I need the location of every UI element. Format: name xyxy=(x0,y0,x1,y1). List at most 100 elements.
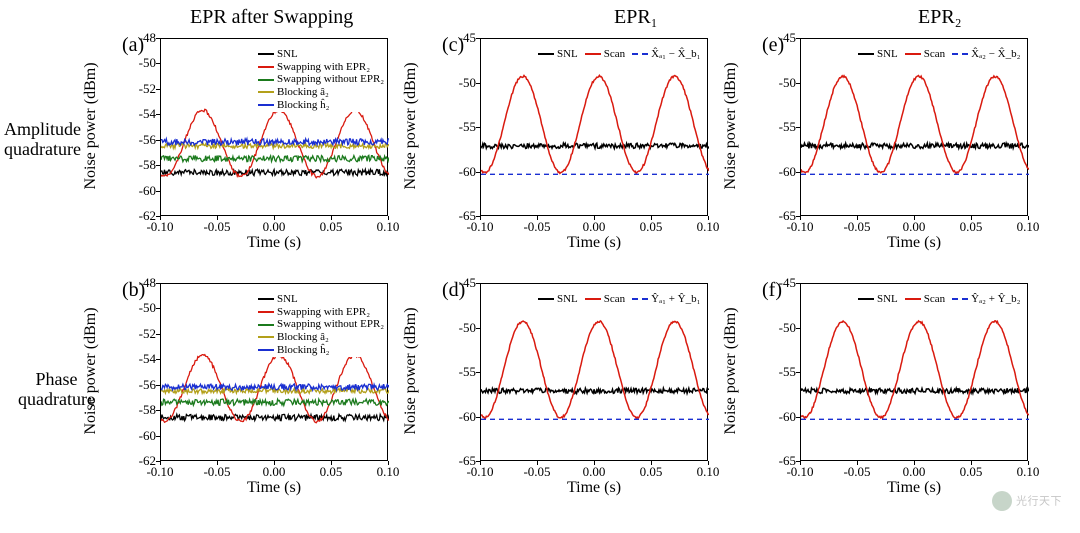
ytick-e--60: -60 xyxy=(770,164,796,180)
figure-container: AmplitudequadraturePhasequadrature EPR a… xyxy=(0,0,1080,533)
ytick-b--56: -56 xyxy=(130,377,156,393)
legend-item: Blocking â₂ xyxy=(258,86,384,99)
legend-item: SNL xyxy=(858,293,898,306)
legend-item: Swapping without EPR₂ xyxy=(258,318,384,331)
ytick-e--50: -50 xyxy=(770,75,796,91)
legend-item: Swapping with EPR₂ xyxy=(258,61,384,74)
legend-item: SNL xyxy=(538,293,578,306)
ytick-c--55: -55 xyxy=(450,119,476,135)
xtick-a--0.05: -0.05 xyxy=(197,219,237,235)
xtick-d--0.1: -0.10 xyxy=(460,464,500,480)
xlabel-e: Time (s) xyxy=(800,234,1028,252)
legend-f: SNLScanŶₐ₂ + Ŷ_b₂ xyxy=(856,292,1022,307)
legend-item: Scan xyxy=(905,293,945,306)
xlabel-d: Time (s) xyxy=(480,479,708,497)
legend-item: SNL xyxy=(538,48,578,61)
xtick-e--0.05: -0.05 xyxy=(837,219,877,235)
ytick-e--55: -55 xyxy=(770,119,796,135)
ytick-a--60: -60 xyxy=(130,183,156,199)
ytick-d--45: -45 xyxy=(450,275,476,291)
xtick-f-0.1: 0.10 xyxy=(1008,464,1048,480)
xtick-f--0.1: -0.10 xyxy=(780,464,820,480)
plot-svg-f xyxy=(801,284,1029,462)
xtick-a-0: 0.00 xyxy=(254,219,294,235)
ytick-b--60: -60 xyxy=(130,428,156,444)
xtick-f--0.05: -0.05 xyxy=(837,464,877,480)
legend-e: SNLScanX̂ₐ₂ − X̂_b₂ xyxy=(856,47,1022,62)
xtick-b--0.1: -0.10 xyxy=(140,464,180,480)
xtick-c--0.1: -0.10 xyxy=(460,219,500,235)
xlabel-b: Time (s) xyxy=(160,479,388,497)
ytick-c--60: -60 xyxy=(450,164,476,180)
legend-item: Ŷₐ₁ + Ŷ_b₁ xyxy=(632,293,700,306)
plot-svg-d xyxy=(481,284,709,462)
legend-item: Blocking ĥ₂ xyxy=(258,344,384,357)
xtick-c-0.05: 0.05 xyxy=(631,219,671,235)
legend-item: X̂ₐ₁ − X̂_b₁ xyxy=(632,48,700,61)
legend-item: Blocking ĥ₂ xyxy=(258,99,384,112)
legend-item: Blocking â₂ xyxy=(258,331,384,344)
col-title-0: EPR after Swapping xyxy=(190,6,353,29)
panel-f: (f)-65-60-55-50-45-0.10-0.050.000.050.10… xyxy=(750,275,1040,495)
ytick-b--48: -48 xyxy=(130,275,156,291)
panel-a: (a)-62-60-58-56-54-52-50-48-0.10-0.050.0… xyxy=(110,30,400,250)
ytick-c--45: -45 xyxy=(450,30,476,46)
legend-a: SNLSwapping with EPR₂Swapping without EP… xyxy=(256,47,386,112)
plot-area-c xyxy=(480,38,708,216)
ytick-d--55: -55 xyxy=(450,364,476,380)
xtick-c-0.1: 0.10 xyxy=(688,219,728,235)
legend-item: X̂ₐ₂ − X̂_b₂ xyxy=(952,48,1020,61)
plot-area-f xyxy=(800,283,1028,461)
panel-b: (b)-62-60-58-56-54-52-50-48-0.10-0.050.0… xyxy=(110,275,400,495)
ytick-a--48: -48 xyxy=(130,30,156,46)
xtick-e-0: 0.00 xyxy=(894,219,934,235)
row-label-0: Amplitudequadrature xyxy=(4,120,81,160)
ytick-b--54: -54 xyxy=(130,351,156,367)
xtick-a--0.1: -0.10 xyxy=(140,219,180,235)
legend-item: Scan xyxy=(585,293,625,306)
ytick-b--58: -58 xyxy=(130,402,156,418)
legend-item: Swapping with EPR₂ xyxy=(258,306,384,319)
xtick-d--0.05: -0.05 xyxy=(517,464,557,480)
legend-d: SNL Scan Ŷₐ₁ + Ŷ_b₁ xyxy=(536,292,702,307)
plot-area-d xyxy=(480,283,708,461)
ytick-f--55: -55 xyxy=(770,364,796,380)
xlabel-c: Time (s) xyxy=(480,234,708,252)
ytick-e--45: -45 xyxy=(770,30,796,46)
ytick-a--52: -52 xyxy=(130,81,156,97)
panel-c: (c)-65-60-55-50-45-0.10-0.050.000.050.10… xyxy=(430,30,720,250)
xtick-c-0: 0.00 xyxy=(574,219,614,235)
panel-d: (d)-65-60-55-50-45-0.10-0.050.000.050.10… xyxy=(430,275,720,495)
xtick-f-0: 0.00 xyxy=(894,464,934,480)
xtick-a-0.05: 0.05 xyxy=(311,219,351,235)
xtick-a-0.1: 0.10 xyxy=(368,219,408,235)
ytick-a--56: -56 xyxy=(130,132,156,148)
ytick-a--50: -50 xyxy=(130,55,156,71)
xtick-e-0.05: 0.05 xyxy=(951,219,991,235)
plot-svg-c xyxy=(481,39,709,217)
xtick-c--0.05: -0.05 xyxy=(517,219,557,235)
ytick-d--60: -60 xyxy=(450,409,476,425)
xtick-b-0.05: 0.05 xyxy=(311,464,351,480)
xtick-d-0.05: 0.05 xyxy=(631,464,671,480)
ytick-c--50: -50 xyxy=(450,75,476,91)
xtick-b-0.1: 0.10 xyxy=(368,464,408,480)
ylabel-a: Noise power (dBm) xyxy=(82,37,100,215)
xtick-e--0.1: -0.10 xyxy=(780,219,820,235)
xtick-d-0: 0.00 xyxy=(574,464,614,480)
ytick-b--52: -52 xyxy=(130,326,156,342)
ytick-f--50: -50 xyxy=(770,320,796,336)
legend-item: SNL xyxy=(258,293,384,306)
ytick-a--58: -58 xyxy=(130,157,156,173)
xtick-b--0.05: -0.05 xyxy=(197,464,237,480)
ytick-f--60: -60 xyxy=(770,409,796,425)
legend-item: Swapping without EPR₂ xyxy=(258,73,384,86)
xtick-e-0.1: 0.10 xyxy=(1008,219,1048,235)
legend-item: Scan xyxy=(585,48,625,61)
ytick-b--50: -50 xyxy=(130,300,156,316)
xlabel-a: Time (s) xyxy=(160,234,388,252)
ylabel-d: Noise power (dBm) xyxy=(402,282,420,460)
legend-c: SNL Scan X̂ₐ₁ − X̂_b₁ xyxy=(536,47,702,62)
legend-item: Scan xyxy=(905,48,945,61)
xtick-b-0: 0.00 xyxy=(254,464,294,480)
